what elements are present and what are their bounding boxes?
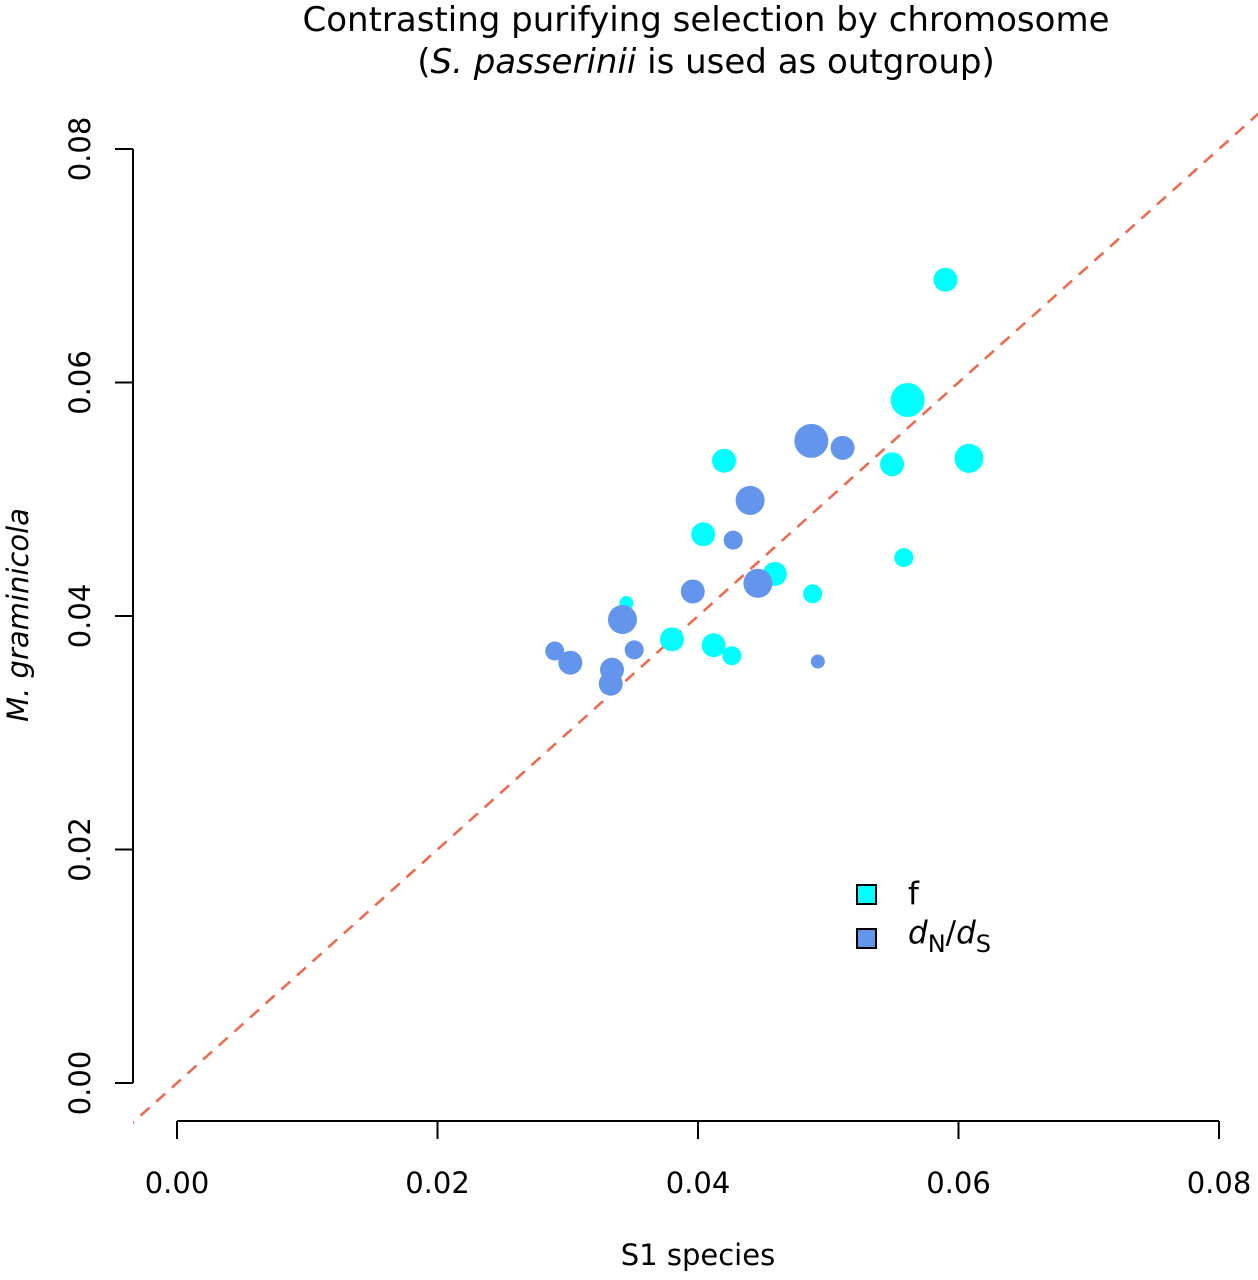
subtitle-rest: is used as outgroup) — [636, 42, 995, 82]
point-f — [701, 633, 726, 658]
legend-label-dnds: dN/dS — [908, 911, 991, 966]
legend-swatch-f — [856, 883, 877, 905]
y-tick-label: 0.02 — [63, 817, 97, 882]
point-f — [659, 627, 684, 652]
point-f — [691, 522, 716, 547]
point-dnds — [598, 671, 623, 696]
legend-dnds-sub-s: S — [975, 929, 992, 958]
y-axis: 0.00 0.02 0.04 0.06 0.08 — [63, 117, 134, 1116]
point-dnds — [794, 423, 829, 458]
point-dnds — [558, 650, 583, 675]
y-tick-label: 0.04 — [63, 584, 97, 649]
legend-dnds-d2: d — [956, 914, 976, 951]
y-tick-label: 0.06 — [63, 350, 97, 415]
legend-dnds-sub-n: N — [927, 929, 946, 958]
legend-label-f: f — [908, 876, 919, 912]
point-dnds — [723, 530, 743, 550]
point-f — [890, 383, 925, 418]
point-f — [803, 584, 823, 604]
point-dnds — [680, 579, 705, 604]
legend-item-dnds: dN/dS — [856, 915, 991, 960]
point-dnds — [545, 641, 565, 661]
x-tick-label: 0.00 — [145, 1166, 210, 1200]
reference-line-y-equals-x — [133, 112, 1258, 1125]
point-f — [933, 267, 958, 292]
legend: f dN/dS — [856, 872, 991, 960]
point-dnds — [624, 640, 644, 660]
y-axis-label: M. graminicola — [1, 508, 35, 722]
x-tick-label: 0.06 — [926, 1166, 991, 1200]
y-tick-label: 0.08 — [63, 117, 97, 182]
subtitle-species: S. passerinii — [430, 42, 637, 82]
chart-subtitle: (S. passerinii is used as outgroup) — [0, 42, 1258, 82]
point-dnds — [810, 654, 825, 669]
y-tick-label: 0.00 — [63, 1051, 97, 1116]
legend-item-f: f — [856, 872, 991, 916]
legend-dnds-d1: d — [908, 914, 928, 951]
x-tick-label: 0.08 — [1187, 1166, 1252, 1200]
point-f — [722, 646, 742, 666]
point-dnds — [735, 485, 765, 515]
data-points — [545, 267, 984, 696]
point-f — [880, 452, 905, 477]
point-f — [954, 443, 984, 473]
point-dnds — [607, 605, 637, 635]
point-f — [712, 448, 737, 473]
x-axis-label: S1 species — [620, 1238, 776, 1272]
point-dnds — [743, 568, 773, 598]
point-dnds — [830, 435, 855, 460]
point-f — [894, 548, 914, 568]
legend-swatch-dnds — [856, 927, 877, 949]
subtitle-open: ( — [417, 42, 431, 82]
x-tick-label: 0.02 — [405, 1166, 470, 1200]
legend-dnds-slash: / — [945, 914, 957, 951]
chart-title: Contrasting purifying selection by chrom… — [302, 0, 1110, 40]
x-tick-label: 0.04 — [666, 1166, 731, 1200]
x-axis: 0.00 0.02 0.04 0.06 0.08 — [145, 1120, 1252, 1200]
